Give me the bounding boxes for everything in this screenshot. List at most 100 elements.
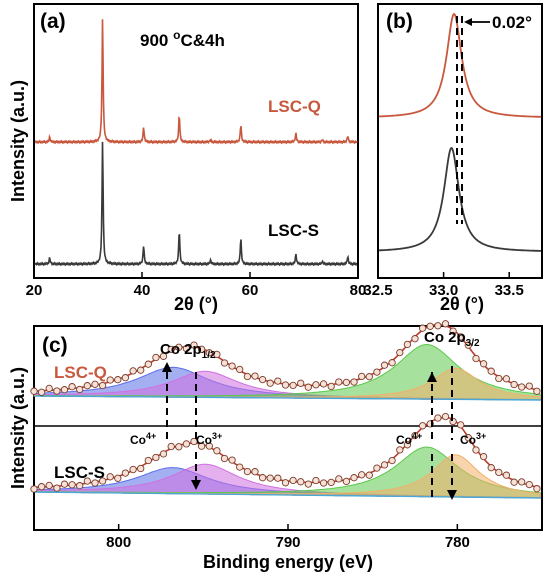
xps-data-point <box>403 340 412 349</box>
panel-c-curves <box>30 320 542 499</box>
legend-lsc-s-xrd: LSC-S <box>268 221 319 240</box>
zoom-curve-lsc-q <box>378 12 542 118</box>
xps-data-point <box>30 387 38 395</box>
xps-data-point <box>434 414 442 422</box>
xps-data-point <box>37 483 46 491</box>
xps-data-point <box>144 456 152 465</box>
xps-data-point <box>350 378 358 386</box>
xps-data-point <box>457 333 465 341</box>
xps-data-point <box>137 366 145 374</box>
co3-arrow-down <box>191 480 201 490</box>
xps-data-point <box>258 474 267 482</box>
xps-data-point <box>426 322 434 330</box>
panel-c-xtick-label: 780 <box>445 534 470 551</box>
xps-data-point <box>388 456 396 465</box>
xps-data-point <box>213 447 221 455</box>
xps-data-point <box>182 344 191 353</box>
xps-data-point <box>76 385 84 394</box>
xps-data-point <box>327 478 335 487</box>
xps-data-point <box>449 327 457 335</box>
xps-data-point <box>487 464 495 472</box>
xps-data-point <box>144 360 152 368</box>
xps-data-point <box>281 381 290 389</box>
xps-data-point <box>441 320 450 328</box>
shift-arrow-head <box>464 18 472 26</box>
xps-data-point <box>380 461 389 469</box>
xps-data-point <box>175 443 183 451</box>
xps-data-point <box>396 446 404 454</box>
xps-data-point <box>98 381 107 390</box>
xps-data-point <box>190 341 198 349</box>
xps-data-point <box>60 386 69 394</box>
xps-data-point <box>167 442 175 451</box>
xps-data-point <box>342 378 351 387</box>
xps-data-point <box>380 361 389 369</box>
xps-data-point <box>152 353 160 362</box>
xps-data-point <box>365 471 373 479</box>
xps-data-point <box>129 367 137 375</box>
xps-data-point <box>350 474 358 482</box>
panel-b-xtick-label: 33.0 <box>429 282 458 299</box>
xps-data-point <box>76 482 84 490</box>
panel-a-annotation: 900 oC&4h <box>140 28 225 50</box>
xps-data-point <box>525 382 533 390</box>
xps-data-point <box>487 367 495 375</box>
xps-data-point <box>335 475 343 483</box>
panel-b-xtick-label: 33.5 <box>495 282 524 299</box>
co3-label-12: Co3+ <box>196 431 222 447</box>
xps-data-point <box>159 450 168 458</box>
panel-b-frame <box>377 3 543 279</box>
xps-data-point <box>327 382 335 391</box>
xps-data-point <box>457 421 465 429</box>
legend-lsc-q-xrd: LSC-Q <box>268 97 321 116</box>
xps-data-point <box>266 474 274 482</box>
panel-c-label: (c) <box>42 334 68 357</box>
xps-data-point <box>236 463 244 471</box>
co2p32-label: Co 2p3/2 <box>424 329 480 349</box>
xps-data-point <box>167 345 175 354</box>
xps-data-point <box>137 464 145 473</box>
xps-data-point <box>411 431 419 440</box>
panel-c-ticks: 800 790 780 <box>106 524 470 551</box>
xps-data-point <box>37 388 46 396</box>
panel-c-xtick-label: 790 <box>275 534 300 551</box>
xps-data-point <box>464 341 472 349</box>
panel-a-frame <box>33 3 359 279</box>
co4-label-32: Co4+ <box>396 431 422 447</box>
xps-data-point <box>121 374 130 382</box>
co4-arrow-up-32 <box>427 372 437 382</box>
xps-data-point <box>533 485 541 493</box>
xps-background-1 <box>34 491 542 499</box>
shift-annotation: 0.02° <box>492 13 532 32</box>
xps-data-point <box>510 380 518 389</box>
xps-data-point <box>304 480 312 488</box>
xps-data-point <box>312 476 320 485</box>
xps-data-point <box>114 376 122 384</box>
xps-data-point <box>434 322 442 330</box>
panel-b-label: (b) <box>386 10 413 33</box>
panel-b-xtick-label: 32.5 <box>363 282 392 299</box>
xps-data-point <box>228 362 236 370</box>
panel-c-xlabel: Binding energy (eV) <box>203 552 373 572</box>
xps-data-point <box>396 348 404 357</box>
panel-a-ticks: 20 40 60 80 <box>26 272 366 299</box>
xps-data-point <box>106 376 114 384</box>
xps-data-point <box>83 382 91 390</box>
xps-data-point <box>129 465 137 474</box>
panel-c-frame <box>33 325 543 531</box>
co4-label-12: Co4+ <box>130 431 156 447</box>
panel-a-xtick-label: 20 <box>26 282 43 299</box>
xps-data-point <box>228 456 236 464</box>
xps-data-point <box>342 477 351 486</box>
xps-data-point <box>121 469 130 477</box>
xps-data-point <box>312 381 320 389</box>
xps-data-point <box>525 480 533 489</box>
xps-data-point <box>236 365 244 374</box>
xps-data-point <box>190 437 198 446</box>
panel-c-xtick-label: 800 <box>106 534 131 551</box>
xps-data-point <box>220 454 229 463</box>
xps-data-point <box>472 446 480 454</box>
xps-data-point <box>243 467 252 476</box>
panel-a-xlabel: 2θ (°) <box>174 294 218 314</box>
xps-data-point <box>205 442 213 450</box>
